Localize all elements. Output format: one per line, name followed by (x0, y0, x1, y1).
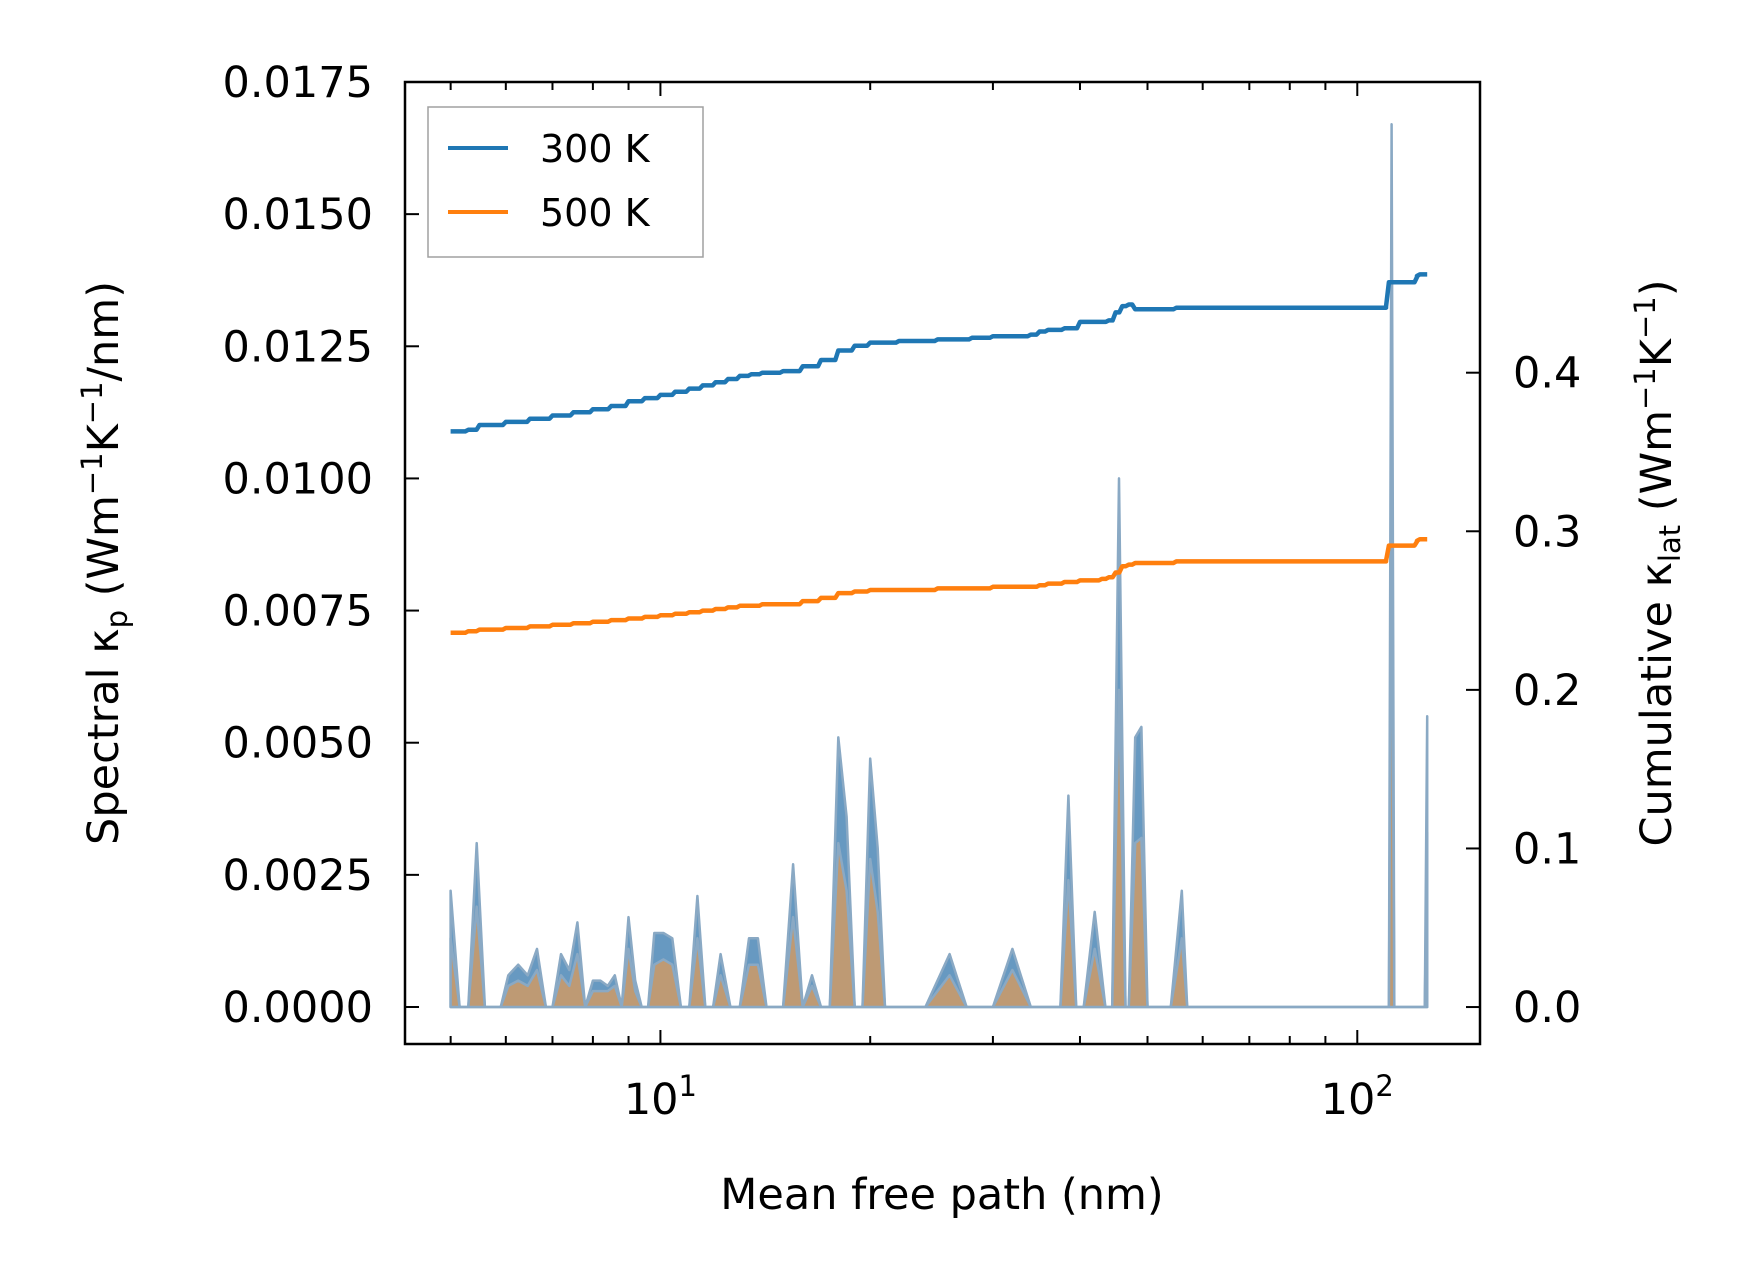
axis-ticks: 101 1020.00000.00250.00500.00750.01000.01… (223, 58, 1582, 1125)
x-tick-base: 10 (1321, 1075, 1376, 1125)
x-tick-label: 101 (624, 1069, 697, 1125)
legend-box (427, 106, 704, 258)
right-label-k: K (1632, 337, 1682, 367)
left-label-sup1: −1 (75, 452, 109, 495)
right-label-sup1: −1 (1628, 367, 1662, 410)
cumulative-line-500k (450, 536, 1428, 636)
left-label-mid: (Wm (79, 495, 129, 610)
cumulative-line-300k (450, 272, 1428, 434)
left-y-axis-label: Spectral κp (Wm−1K−1/nm) (75, 281, 134, 845)
spectral-area-500k (449, 482, 1429, 1009)
left-y-tick-label: 0.0075 (223, 587, 373, 637)
left-y-tick-label: 0.0150 (223, 190, 373, 240)
axes-frame (403, 80, 1482, 1046)
left-y-tick-label: 0.0100 (223, 454, 373, 504)
left-label-sub: p (100, 610, 134, 628)
left-y-tick-label: 0.0175 (223, 58, 373, 108)
x-axis-label: Mean free path (nm) (720, 1170, 1163, 1220)
left-label-suffix: /nm) (79, 281, 129, 381)
right-y-tick-label: 0.4 (1513, 349, 1581, 399)
right-label-mid: (Wm (1632, 410, 1682, 525)
left-y-tick-label: 0.0000 (223, 983, 373, 1033)
legend: 300 K 500 K (427, 106, 704, 258)
left-label-prefix: Spectral κ (79, 628, 129, 845)
right-y-tick-label: 0.1 (1513, 824, 1581, 874)
right-label-suffix: ) (1632, 280, 1682, 297)
left-y-tick-label: 0.0025 (223, 851, 373, 901)
right-label-sup2: −1 (1628, 296, 1662, 339)
x-tick-base: 10 (624, 1075, 679, 1125)
plot-area (449, 123, 1429, 1009)
right-y-tick-label: 0.3 (1513, 507, 1581, 557)
legend-label-500k: 500 K (540, 191, 651, 235)
x-tick-exp: 1 (679, 1069, 697, 1103)
right-y-axis-label: Cumulative κlat (Wm−1K−1) (1628, 280, 1687, 847)
right-y-tick-label: 0.2 (1513, 666, 1581, 716)
x-tick-exp: 2 (1375, 1069, 1393, 1103)
left-y-tick-label: 0.0050 (223, 719, 373, 769)
right-label-prefix: Cumulative κ (1632, 562, 1682, 846)
left-label-sup2: −1 (75, 381, 109, 424)
left-y-tick-label: 0.0125 (223, 322, 373, 372)
right-y-tick-label: 0.0 (1513, 983, 1581, 1033)
x-tick-label: 102 (1321, 1069, 1394, 1125)
left-label-k: K (79, 422, 129, 452)
legend-label-300k: 300 K (540, 127, 651, 171)
right-label-sub: lat (1653, 525, 1687, 562)
